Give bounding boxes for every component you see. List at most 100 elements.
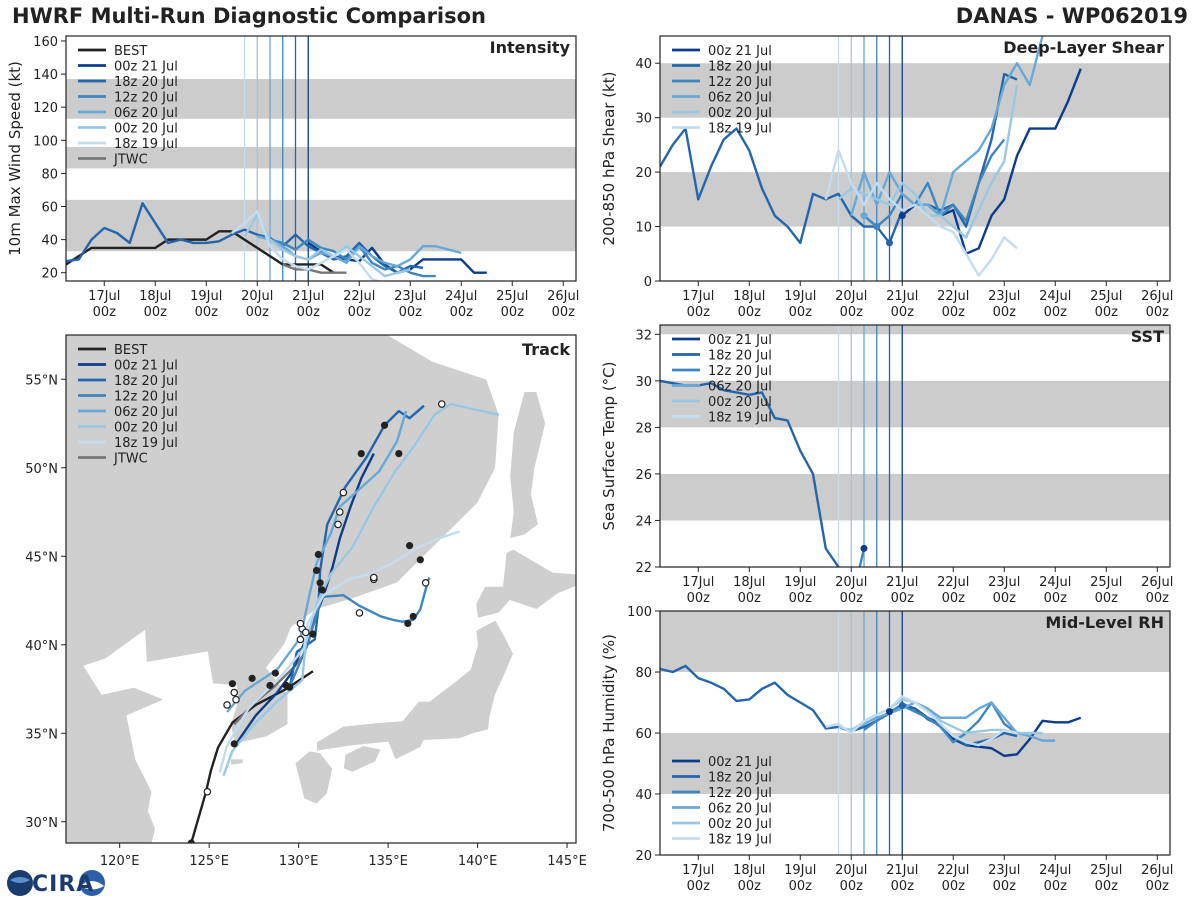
honshu-island [316,619,514,761]
track-point-filled [409,612,417,621]
rh-ylabel: 700-500 hPa Humidity (%) [600,634,618,832]
shear-xtick-label-day: 24Jul [1039,289,1071,304]
intensity-xtick-label-hour: 00z [93,305,117,320]
track-xtick-label: 120°E [100,854,140,869]
track-legend-label-00z-20-jul: 00z 20 Jul [114,421,178,436]
sst-xtick-label-hour: 00z [1044,591,1068,606]
track-xtick-label: 135°E [368,854,408,869]
taiwan-island [123,893,155,900]
shear-init-marker-0 [898,212,906,220]
track-ytick-label: 45°N [25,550,58,565]
rh-legend-label-06z-20-jul: 06z 20 Jul [708,802,772,817]
sst-xtick-label-day: 25Jul [1090,575,1122,590]
rh-ytick-label: 20 [635,849,652,864]
track-point-filled [357,449,365,458]
sakhalin-island [509,391,546,540]
shear-xtick-label-day: 26Jul [1141,289,1173,304]
track-series-18z-20-jul [288,404,425,688]
cira-logo-swirl-icon [10,877,30,883]
track-point-open [421,579,430,587]
shear-series-18z-19-jul [824,149,1018,277]
shear-init-marker-2 [873,223,881,231]
track-plot-area [66,335,576,900]
sst-init-marker-0 [860,544,868,552]
intensity-legend-label-18z-19-jul: 18z 19 Jul [114,137,178,152]
track-point-open [223,701,231,709]
track-point-open [334,520,342,529]
rh-xtick-label-day: 20Jul [835,863,867,878]
intensity-xtick-label-day: 21Jul [292,289,324,304]
shear-ytick-label: 0 [644,275,652,290]
rh-legend-label-00z-21-jul: 00z 21 Jul [708,755,772,770]
track-point-filled [271,669,279,677]
rh-xtick-label-hour: 00z [738,879,762,894]
sst-legend-label-06z-20-jul: 06z 20 Jul [708,380,772,395]
track-panel-title: Track [522,340,570,359]
track-point-open [369,573,378,582]
sst-band-0 [660,473,1170,521]
intensity-ytick-label: 80 [41,167,58,182]
intensity-xtick-label-hour: 00z [195,305,219,320]
sst-xtick-label-day: 23Jul [988,575,1020,590]
shear-xtick-label-hour: 00z [738,305,762,320]
shear-plot-area [660,36,1170,281]
track-ytick-label: 55°N [25,373,58,388]
shear-ytick-label: 40 [635,57,652,72]
rh-xtick-label-hour: 00z [687,879,711,894]
track-point-filled [228,680,237,688]
shear-xtick-label-hour: 00z [789,305,813,320]
shear-legend-label-12z-20-jul: 12z 20 Jul [708,75,772,90]
intensity-series-18z-20-jul [66,201,424,274]
intensity-xtick-label-day: 24Jul [445,289,477,304]
rh-xtick-label-hour: 00z [891,879,915,894]
chart-title: HWRF Multi-Run Diagnostic Comparison [12,4,487,28]
sst-xtick-label-day: 21Jul [886,575,918,590]
shear-xtick-label-day: 21Jul [886,289,918,304]
track-point-filled [318,586,326,594]
shear-frame [659,35,1171,282]
shear-xtick-label-day: 25Jul [1090,289,1122,304]
shear-init-marker-1 [886,239,893,247]
track-point-filled [230,740,238,748]
intensity-legend-label-12z-20-jul: 12z 20 Jul [114,91,178,106]
intensity-xtick-label-day: 26Jul [547,289,579,304]
intensity-xtick-label-hour: 00z [348,305,372,320]
sst-legend-label-00z-21-jul: 00z 21 Jul [708,333,772,348]
track-point-filled [187,839,195,843]
intensity-ylabel: 10m Max Wind Speed (kt) [6,61,24,256]
sst-xtick-label-hour: 00z [993,591,1017,606]
intensity-xtick-label-day: 25Jul [496,289,528,304]
hokkaido-island [475,548,576,619]
track-point-filled [314,550,322,559]
sst-xtick-label-hour: 00z [789,591,813,606]
intensity-xtick-label-hour: 00z [246,305,270,320]
sst-xtick-label-day: 17Jul [682,575,714,590]
track-xtick-label: 125°E [189,854,229,869]
track-panel: 120°E 125°E 130°E 135°E 140°E 145°E 30°N 35°N 40… [25,334,587,900]
track-ytick-label: 35°N [25,727,58,742]
track-legend-label-best: BEST [114,343,147,358]
sst-xtick-label-day: 26Jul [1141,575,1173,590]
shear-ytick-label: 20 [635,166,652,181]
shear-xtick-label-day: 19Jul [784,289,816,304]
track-xtick-label: 140°E [458,854,498,869]
shear-xtick-label-day: 23Jul [988,289,1020,304]
shear-band-0 [660,172,1170,227]
shear-ytick-label: 30 [635,112,652,127]
intensity-ytick-label: 20 [41,267,58,282]
rh-xtick-label-day: 21Jul [886,863,918,878]
track-point-filled [316,579,324,587]
shikoku-island [342,745,382,773]
rh-xtick-label-hour: 00z [942,879,966,894]
sst-xtick-label-hour: 00z [891,591,915,606]
rh-ytick-label: 60 [635,727,652,742]
intensity-panel: 2040608010012014016017Jul00z18Jul00z19Ju… [6,35,579,320]
shear-xtick-label-hour: 00z [993,305,1017,320]
track-point-filled [312,566,321,575]
intensity-xtick-label-day: 18Jul [139,289,171,304]
intensity-legend-label-06z-20-jul: 06z 20 Jul [114,106,178,121]
rh-xtick-label-hour: 00z [1095,879,1119,894]
sst-ytick-label: 30 [635,375,652,390]
track-point-filled [380,421,389,429]
shear-xtick-label-day: 17Jul [682,289,714,304]
